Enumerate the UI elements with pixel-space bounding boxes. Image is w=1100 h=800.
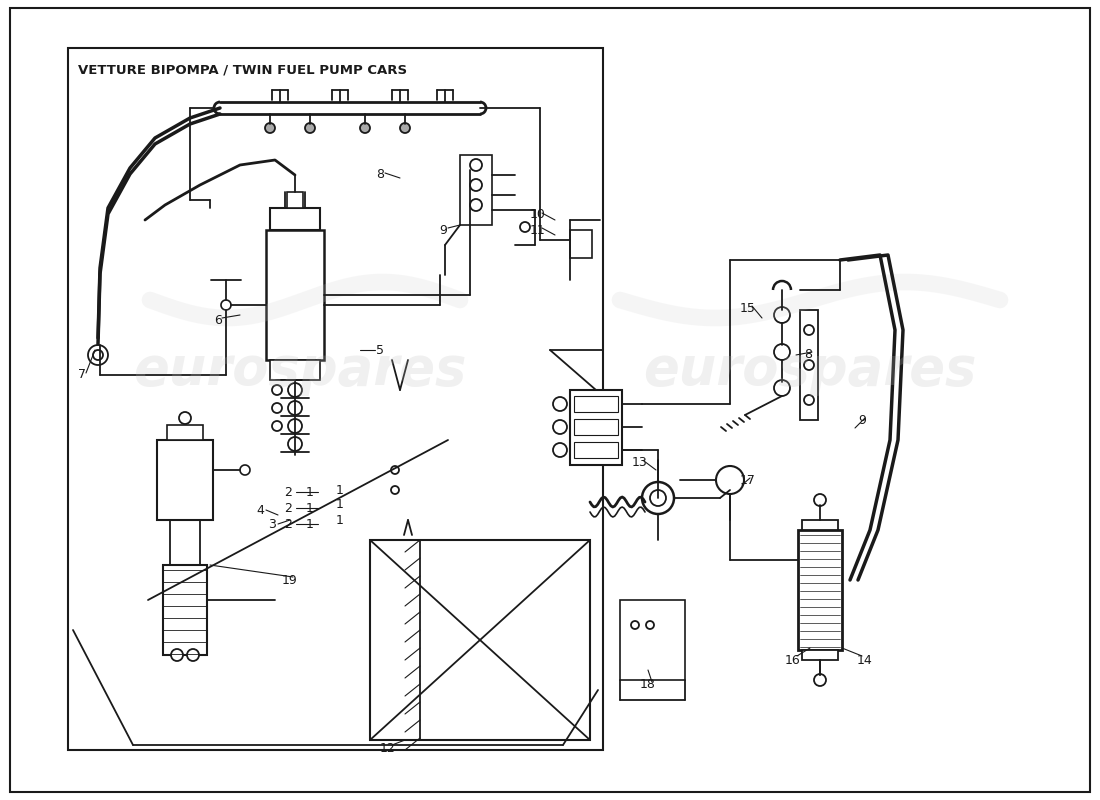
Bar [266, 230, 324, 360]
Bar [460, 155, 492, 225]
Circle shape [288, 401, 302, 415]
Circle shape [804, 395, 814, 405]
Text: 14: 14 [857, 654, 873, 666]
Circle shape [814, 494, 826, 506]
Circle shape [774, 307, 790, 323]
Text: 6: 6 [214, 314, 222, 326]
Text: 2: 2 [284, 486, 292, 498]
Circle shape [265, 123, 275, 133]
Bar [802, 650, 838, 660]
Circle shape [288, 437, 302, 451]
Text: 3: 3 [268, 518, 276, 530]
Text: 18: 18 [640, 678, 656, 691]
Bar [574, 396, 618, 412]
Bar [800, 310, 818, 420]
Text: eurospares: eurospares [644, 344, 977, 396]
Circle shape [187, 649, 199, 661]
Circle shape [716, 466, 744, 494]
Circle shape [774, 380, 790, 396]
Circle shape [646, 621, 654, 629]
Text: 17: 17 [740, 474, 756, 486]
Text: 9: 9 [858, 414, 866, 426]
Text: 1: 1 [337, 514, 344, 526]
Circle shape [553, 397, 566, 411]
Bar [370, 540, 590, 740]
Circle shape [390, 486, 399, 494]
Text: 1: 1 [337, 498, 344, 511]
Text: 8: 8 [376, 169, 384, 182]
Bar [287, 192, 303, 208]
Circle shape [88, 345, 108, 365]
Circle shape [804, 360, 814, 370]
Circle shape [360, 123, 370, 133]
Circle shape [272, 385, 282, 395]
Text: 1: 1 [306, 502, 313, 514]
Circle shape [814, 674, 826, 686]
Bar [620, 600, 685, 680]
Text: 16: 16 [785, 654, 801, 666]
Bar [570, 390, 622, 465]
Text: 15: 15 [740, 302, 756, 314]
Text: 12: 12 [381, 742, 396, 754]
Text: 2: 2 [284, 518, 292, 530]
Bar [570, 230, 592, 258]
Text: 11: 11 [530, 223, 546, 237]
Text: 2: 2 [284, 502, 292, 514]
Circle shape [288, 383, 302, 397]
Circle shape [272, 403, 282, 413]
Circle shape [774, 344, 790, 360]
Text: 1: 1 [306, 486, 313, 498]
Bar [270, 208, 320, 230]
Text: 7: 7 [78, 369, 86, 382]
Circle shape [553, 443, 566, 457]
Bar [167, 425, 204, 440]
Circle shape [400, 123, 410, 133]
Circle shape [470, 199, 482, 211]
Text: 19: 19 [282, 574, 298, 586]
Circle shape [642, 482, 674, 514]
Bar [68, 48, 603, 750]
Circle shape [179, 412, 191, 424]
Circle shape [553, 420, 566, 434]
Circle shape [650, 490, 666, 506]
Circle shape [288, 419, 302, 433]
Text: 1: 1 [337, 483, 344, 497]
Bar [157, 440, 213, 520]
Circle shape [94, 350, 103, 360]
Circle shape [470, 179, 482, 191]
Text: 9: 9 [439, 223, 447, 237]
Circle shape [804, 325, 814, 335]
Text: 1: 1 [306, 518, 313, 530]
Circle shape [305, 123, 315, 133]
Text: eurospares: eurospares [133, 344, 466, 396]
Text: 4: 4 [256, 503, 264, 517]
Text: 5: 5 [376, 343, 384, 357]
Bar [574, 419, 618, 435]
Text: VETTURE BIPOMPA / TWIN FUEL PUMP CARS: VETTURE BIPOMPA / TWIN FUEL PUMP CARS [78, 63, 407, 77]
Bar [574, 442, 618, 458]
Circle shape [170, 649, 183, 661]
Circle shape [520, 222, 530, 232]
Bar [802, 520, 838, 530]
Bar [798, 530, 842, 650]
Text: 13: 13 [632, 457, 648, 470]
Circle shape [470, 159, 482, 171]
Bar [163, 565, 207, 655]
Circle shape [272, 421, 282, 431]
Circle shape [390, 466, 399, 474]
Text: 10: 10 [530, 209, 546, 222]
Bar [270, 360, 320, 380]
Circle shape [631, 621, 639, 629]
Text: 8: 8 [804, 349, 812, 362]
